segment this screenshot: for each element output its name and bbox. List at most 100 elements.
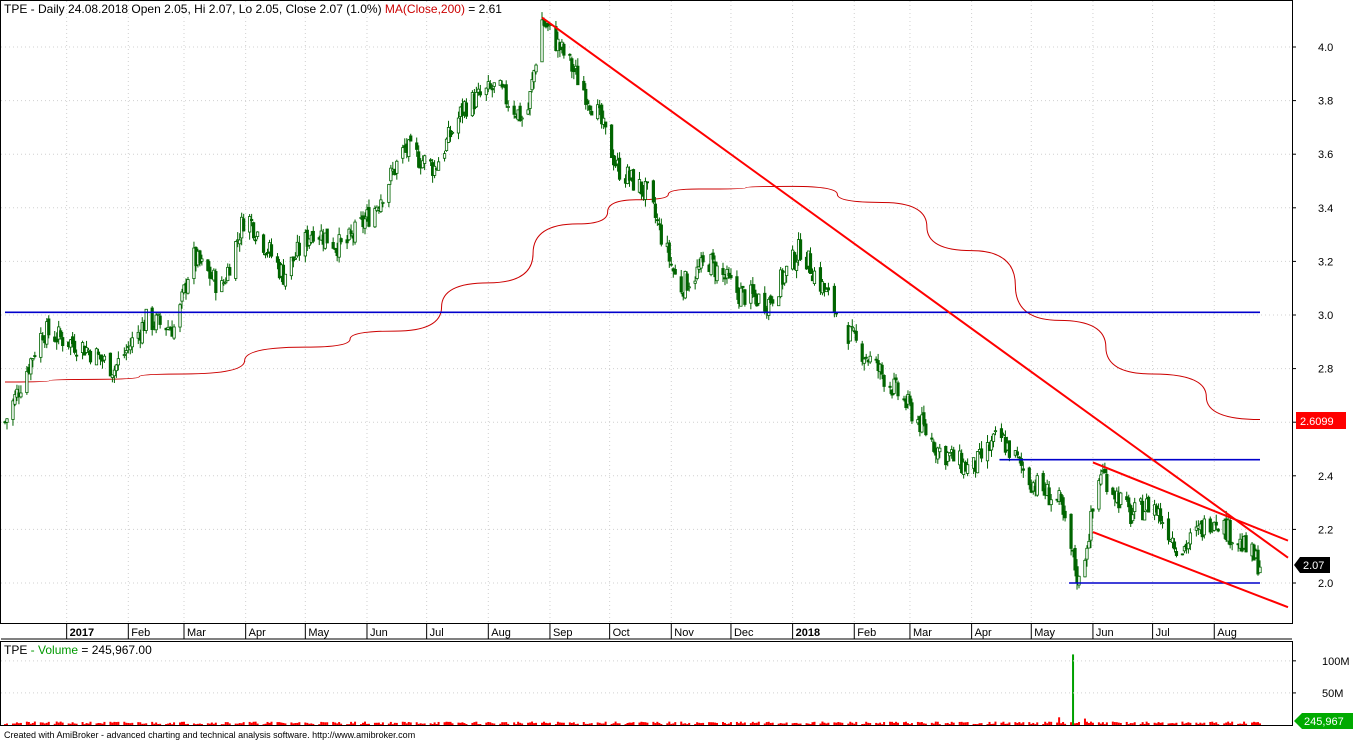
volume-bar — [867, 722, 870, 725]
x-tick-label: 2017 — [70, 627, 94, 639]
candle-body — [645, 181, 650, 184]
volume-bar — [1127, 724, 1130, 725]
candle-body — [379, 199, 383, 212]
candle-body — [289, 256, 294, 277]
volume-bar — [753, 722, 756, 725]
volume-bar — [5, 723, 8, 725]
volume-bar — [401, 721, 404, 725]
volume-bar — [544, 722, 547, 725]
volume-bar — [658, 722, 661, 725]
volume-bar — [821, 721, 824, 725]
volume-bar — [877, 723, 880, 725]
volume-bar — [656, 721, 659, 725]
candle-body — [669, 263, 673, 266]
trend-line — [1092, 461, 1289, 542]
volume-bar — [1117, 722, 1120, 725]
volume-bar — [1199, 722, 1202, 725]
volume-bar — [294, 723, 297, 725]
volume-bar — [89, 721, 92, 725]
candle-body — [86, 349, 91, 352]
volume-bar — [515, 724, 518, 725]
volume-bar — [292, 723, 295, 725]
candle-body — [993, 430, 998, 433]
volume-bar — [360, 724, 363, 725]
candle-body — [255, 231, 260, 237]
volume-bar — [910, 723, 913, 725]
volume-bar — [777, 723, 780, 725]
volume-bar — [725, 724, 728, 725]
volume-bar — [1129, 723, 1132, 725]
volume-bar — [570, 722, 573, 725]
candle-body — [381, 202, 385, 204]
candle-body — [442, 153, 447, 159]
volume-bar — [1223, 723, 1226, 725]
candle-body — [407, 139, 411, 157]
candle-body — [894, 377, 898, 381]
volume-bar — [1105, 722, 1108, 725]
volume-tick-label: 50M — [1322, 688, 1343, 700]
candle-body — [709, 253, 713, 276]
volume-bar — [405, 723, 408, 725]
volume-bar — [883, 722, 886, 725]
candle-body — [1041, 473, 1045, 492]
volume-bar — [598, 722, 601, 725]
volume-bar — [379, 724, 382, 725]
candle-body — [596, 104, 600, 120]
volume-badge-text: 245,967 — [1304, 716, 1344, 728]
candle-body — [812, 270, 817, 284]
candle-body — [1097, 480, 1101, 510]
volume-bar — [757, 721, 760, 725]
header-ma-label: MA(Close,200) — [385, 2, 465, 16]
volume-bar — [312, 723, 315, 725]
candle-body — [1049, 499, 1053, 506]
close-badge-text: 2.07 — [1303, 560, 1324, 572]
candle-body — [985, 442, 990, 462]
volume-bar — [980, 723, 983, 725]
candle-body — [114, 364, 118, 372]
candle-body — [936, 447, 940, 460]
volume-bar — [588, 723, 591, 725]
volume-bar — [743, 722, 746, 725]
candle-body — [771, 299, 775, 304]
candle-body — [61, 337, 65, 347]
volume-bar — [714, 722, 717, 725]
volume-bar — [1169, 723, 1172, 725]
volume-bar — [375, 722, 378, 725]
volume-bar — [1171, 723, 1174, 725]
volume-bar — [962, 722, 965, 725]
candle-body — [387, 184, 391, 203]
volume-bar — [737, 723, 740, 725]
volume-bar — [638, 722, 641, 725]
volume-bar — [1020, 723, 1023, 725]
volume-bar — [367, 723, 370, 725]
candle-body — [156, 313, 160, 316]
volume-bar — [465, 724, 468, 725]
candle-body — [534, 64, 538, 73]
volume-bar — [889, 721, 892, 725]
volume-bar — [1143, 723, 1146, 725]
volume-bar — [196, 723, 199, 725]
volume-bar — [417, 723, 420, 725]
volume-bar — [141, 723, 144, 725]
volume-bar — [1225, 722, 1228, 725]
x-tick-label: Feb — [857, 627, 876, 639]
volume-bar — [1133, 722, 1136, 725]
candle-body — [130, 337, 134, 348]
volume-bar — [13, 723, 16, 725]
candle-body — [1172, 541, 1177, 550]
volume-bar — [682, 723, 685, 725]
volume-bar — [419, 723, 422, 725]
volume-bar — [194, 724, 197, 725]
volume-bar — [1064, 723, 1067, 725]
volume-bar — [600, 723, 603, 725]
volume-bar — [206, 723, 209, 725]
volume-bar — [310, 723, 313, 725]
candle-body — [1105, 474, 1109, 492]
volume-bar — [950, 721, 953, 725]
volume-bar — [31, 723, 34, 725]
candle-body — [222, 282, 226, 285]
candle-body — [530, 79, 534, 91]
volume-value: = 245,967.00 — [78, 643, 152, 657]
candle-body — [110, 374, 115, 378]
candle-body — [1017, 456, 1021, 459]
